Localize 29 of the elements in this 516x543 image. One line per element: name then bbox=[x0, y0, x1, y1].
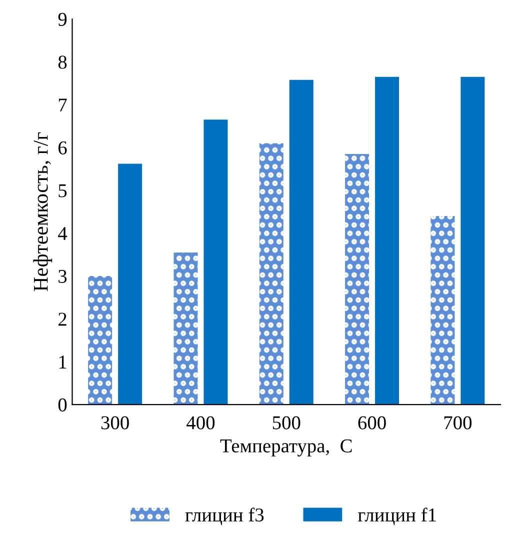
bar bbox=[430, 216, 455, 405]
bar bbox=[460, 76, 485, 405]
y-tick-label: 4 bbox=[58, 227, 68, 240]
x-axis-title: Температура, С bbox=[220, 439, 352, 456]
bar bbox=[118, 164, 142, 405]
y-tick-label: 3 bbox=[58, 270, 67, 283]
bar bbox=[174, 252, 198, 405]
y-tick-label: 1 bbox=[59, 356, 66, 368]
y-tick-label: 0 bbox=[58, 398, 67, 412]
legend-label: глицин f3 bbox=[185, 508, 264, 526]
x-tick-label: 400 bbox=[186, 416, 215, 430]
x-tick-label: 600 bbox=[358, 416, 386, 430]
y-axis-title: Нефтеемкость, г/г bbox=[33, 132, 52, 292]
bar bbox=[375, 76, 400, 405]
y-tick-label: 6 bbox=[58, 141, 67, 154]
x-tick-label: 500 bbox=[272, 416, 300, 430]
y-tick-label: 8 bbox=[58, 56, 67, 69]
y-tick-label: 7 bbox=[58, 98, 67, 112]
legend-label: глицин f1 bbox=[358, 508, 436, 526]
x-tick-label: 700 bbox=[444, 416, 472, 430]
bar bbox=[88, 276, 112, 405]
bar bbox=[289, 80, 314, 405]
y-tick-label: 2 bbox=[58, 312, 66, 326]
bar bbox=[204, 120, 228, 405]
y-tick-label: 9 bbox=[58, 12, 67, 26]
bar bbox=[345, 154, 370, 405]
y-tick-label: 5 bbox=[58, 184, 67, 198]
bar bbox=[259, 143, 284, 405]
x-tick-label: 300 bbox=[101, 416, 129, 430]
